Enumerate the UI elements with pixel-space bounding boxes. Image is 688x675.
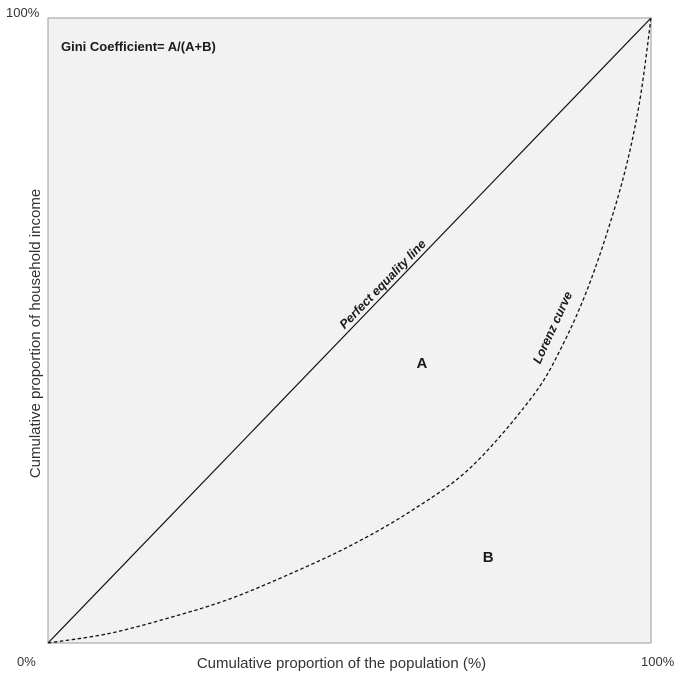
area-a-label: A [416,355,427,372]
x-tick-label-max: 100% [641,654,675,669]
lorenz-curve-series [47,17,652,644]
series-layer [47,17,652,644]
area-b-label: B [483,549,494,566]
y-axis-label: Cumulative proportion of household incom… [27,189,44,478]
perfect-equality-line-series [47,17,652,644]
chart-title: Gini Coefficient= A/(A+B) [61,39,216,54]
y-tick-label-max: 100% [6,5,40,20]
x-tick-label-min: 0% [17,654,36,669]
x-axis-label: Cumulative proportion of the population … [197,655,486,672]
